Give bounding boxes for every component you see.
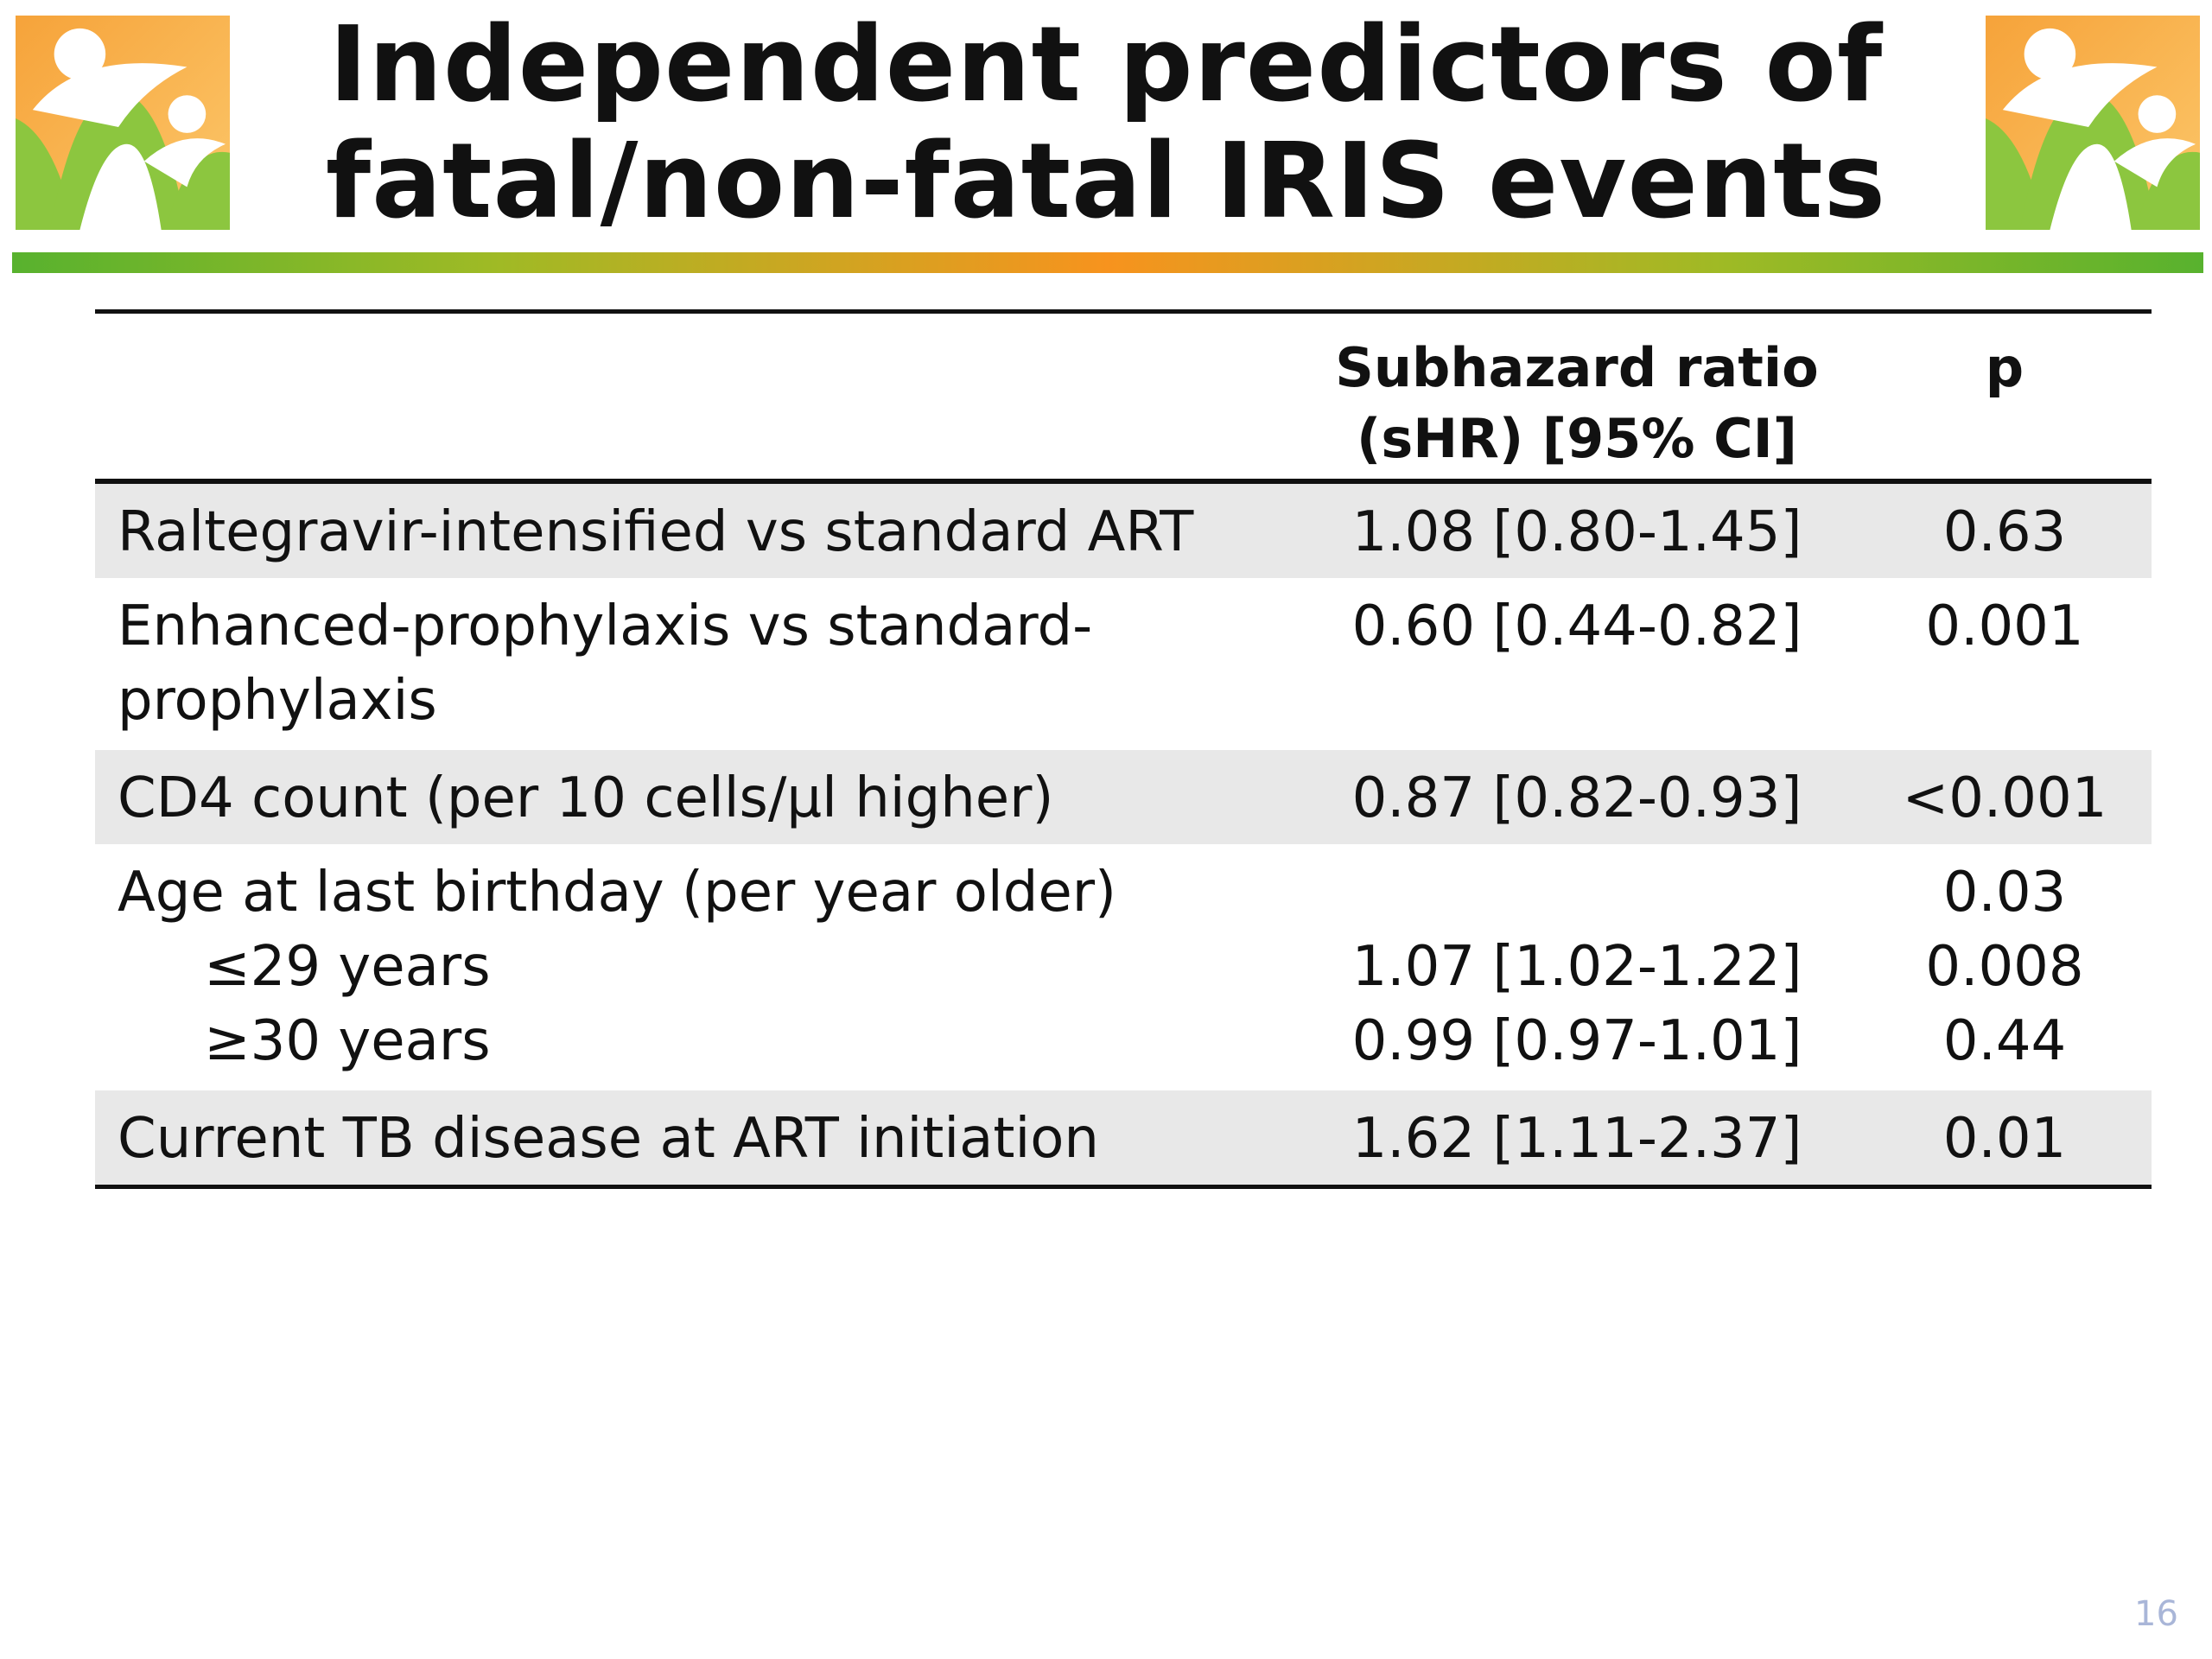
row-label-main: Age at last birthday (per year older) (118, 861, 1116, 925)
slide-title: Independent predictors of fatal/non-fata… (251, 7, 1961, 240)
row-shr-le29: 1.07 [1.02-1.22] (1351, 935, 1802, 999)
row-label-line-2: prophylaxis (118, 669, 437, 733)
row-shr: 1.62 [1.11-2.37] (1351, 1107, 1802, 1171)
row-p: 0.63 (1942, 500, 2067, 564)
row-shr: 1.08 [0.80-1.45] (1351, 500, 1802, 564)
row-shr-ge30: 0.99 [0.97-1.01] (1351, 1009, 1802, 1073)
row-label-line-1: Enhanced-prophylaxis vs standard- (118, 594, 1093, 658)
table-row: CD4 count (per 10 cells/µl higher) 0.87 … (95, 750, 2152, 844)
row-p: <0.001 (1902, 766, 2107, 830)
table-bottom-rule (95, 1185, 2152, 1189)
row-p-main: 0.03 (1942, 861, 2067, 925)
row-p: 0.01 (1942, 1107, 2067, 1171)
table-header-rule (95, 479, 2152, 484)
row-shr: 1.07 [1.02-1.22] 0.99 [0.97-1.01] (1296, 844, 1858, 1090)
header-cell-label (95, 314, 1296, 479)
slide-title-line-2: fatal/non-fatal IRIS events (325, 122, 1887, 242)
header-shr-line-2: (sHR) [95% CI] (1356, 407, 1798, 470)
family-logo-icon (16, 16, 230, 230)
table-row: Raltegravir-intensified vs standard ART … (95, 484, 2152, 578)
row-label: Raltegravir-intensified vs standard ART (118, 500, 1194, 564)
row-shr: 0.60 [0.44-0.82] (1351, 594, 1802, 658)
header-cell-shr: Subhazard ratio (sHR) [95% CI] (1296, 314, 1858, 479)
row-shr: 0.87 [0.82-0.93] (1351, 766, 1802, 830)
title-divider (12, 252, 2203, 273)
row-label: Enhanced-prophylaxis vs standard- prophy… (95, 578, 1296, 750)
table-top-rule (95, 309, 2152, 314)
row-label: CD4 count (per 10 cells/µl higher) (118, 766, 1054, 830)
table-row: Age at last birthday (per year older) ≤2… (95, 844, 2152, 1090)
results-table: Subhazard ratio (sHR) [95% CI] p Raltegr… (95, 309, 2152, 1189)
family-logo-icon (1986, 16, 2200, 230)
header-cell-p: p (1985, 336, 2024, 399)
header-shr-line-1: Subhazard ratio (1335, 336, 1819, 399)
row-p: 0.001 (1925, 594, 2084, 658)
page-number: 16 (2134, 1594, 2178, 1634)
table-row: Current TB disease at ART initiation 1.6… (95, 1090, 2152, 1185)
row-shr-main-blank (1296, 855, 1858, 930)
slide-title-line-1: Independent predictors of (328, 5, 1884, 125)
table-header-row: Subhazard ratio (sHR) [95% CI] p (95, 314, 2152, 479)
row-sublabel-le29: ≤29 years (204, 935, 491, 999)
table-row: Enhanced-prophylaxis vs standard- prophy… (95, 578, 2152, 750)
row-sublabel-ge30: ≥30 years (204, 1009, 491, 1073)
row-p-ge30: 0.44 (1942, 1009, 2067, 1073)
row-p-le29: 0.008 (1925, 935, 2084, 999)
row-label: Current TB disease at ART initiation (118, 1107, 1099, 1171)
row-label: Age at last birthday (per year older) ≤2… (95, 844, 1296, 1090)
row-p: 0.03 0.008 0.44 (1858, 844, 2152, 1090)
